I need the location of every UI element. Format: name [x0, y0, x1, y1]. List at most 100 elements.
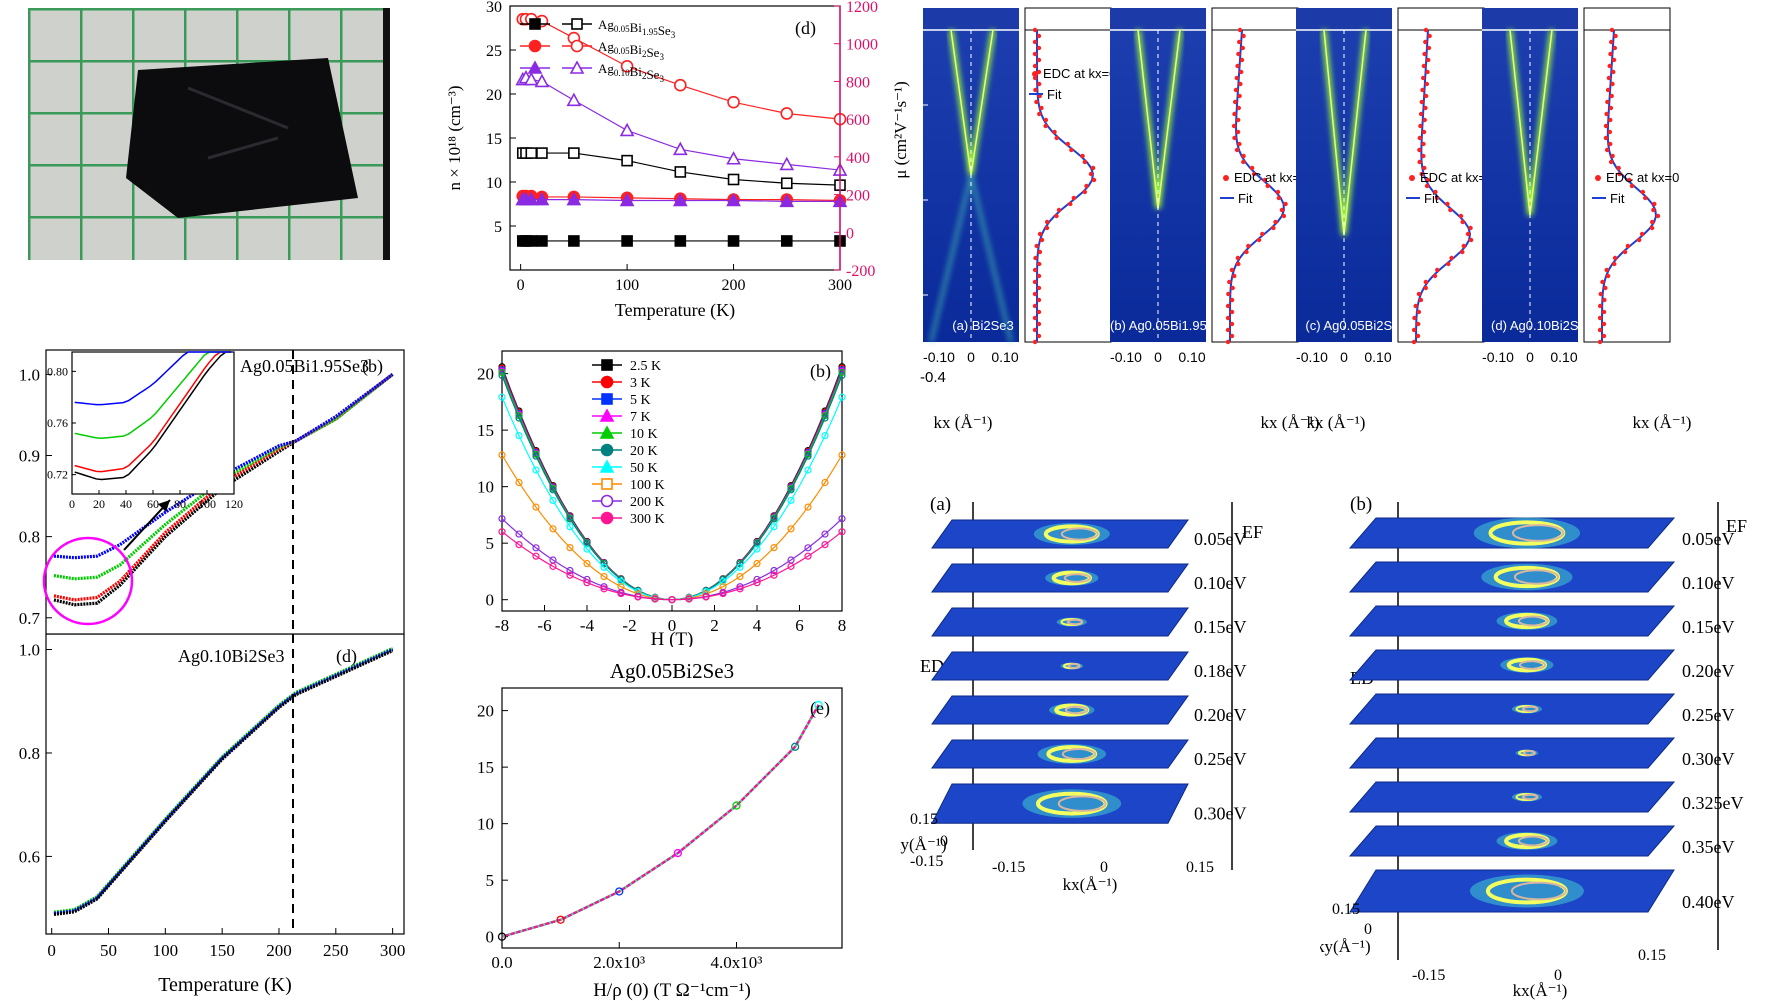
resistivity-curve [53, 649, 394, 916]
kx-tick-label: -0.10 [1482, 349, 1514, 365]
svg-text:0.15: 0.15 [910, 811, 938, 828]
edc-point [1232, 99, 1238, 105]
data-point [566, 571, 574, 579]
data-point [619, 192, 635, 207]
edc-point [1037, 261, 1042, 267]
edc-point [1032, 75, 1038, 81]
edc-point [1251, 171, 1257, 177]
edc-point [1271, 225, 1276, 231]
arpes-panel: (d) Ag0.10Bi2Se3 EDC at kx=0 Fit -0.10 0 0.10… [1482, 7, 1691, 432]
edc-legend-marker [1223, 175, 1229, 181]
edc-point [1605, 87, 1611, 93]
data-point [498, 393, 506, 401]
energy-label: 0.35eV [1682, 837, 1735, 857]
x-tick-label: 100 [153, 941, 179, 960]
edc-point [1421, 63, 1427, 69]
edc-legend-label: EDC at kx=0 [1043, 66, 1116, 81]
edc-point [1256, 237, 1262, 243]
edc-point [1032, 63, 1038, 69]
edc-point [1449, 255, 1454, 261]
edc-point [1032, 27, 1038, 33]
edc-point [1411, 327, 1417, 333]
data-point [620, 60, 634, 73]
edc-point [1082, 159, 1088, 165]
data-point [787, 486, 795, 494]
y-tick-label: 5 [494, 219, 502, 236]
y-tick-label: 1.0 [19, 365, 40, 384]
edc-point [1234, 147, 1240, 153]
edc-point [1617, 171, 1622, 177]
mre-title: Ag0.05Bi2Se3 [610, 659, 734, 683]
y-tick-label: 0 [486, 591, 495, 610]
edc-point [1419, 171, 1424, 177]
edc-point [1423, 27, 1429, 33]
edc-point [1609, 39, 1614, 45]
data-point [804, 544, 812, 552]
x-tick-label: 2 [710, 616, 719, 635]
svg-text:-0.15: -0.15 [1412, 967, 1445, 984]
data-point [532, 503, 540, 511]
x-tick-label: 300 [380, 941, 406, 960]
data-point [525, 147, 538, 159]
edc-point [1420, 75, 1426, 81]
edc-point [1616, 165, 1621, 171]
inset-x-tick: 0 [69, 497, 75, 511]
edc-point [1239, 57, 1245, 63]
data-point [532, 466, 540, 474]
edc-point [1032, 315, 1038, 321]
data-point [804, 452, 812, 460]
edc-point [1279, 207, 1285, 213]
x-tick-label: 50 [100, 941, 117, 960]
data-point [787, 496, 795, 505]
data-point [753, 579, 761, 587]
y-tick-label: 0.6 [19, 847, 40, 866]
inset-curve [74, 351, 232, 473]
scaling-curve [501, 704, 820, 938]
energy-label: 0.25eV [1682, 705, 1735, 725]
x-tick-label: 6 [795, 616, 804, 635]
y-tick-label: 5 [486, 871, 495, 890]
edc-point [1417, 159, 1422, 165]
x-tick-label: 150 [209, 941, 235, 960]
data-point [634, 593, 642, 601]
edc-point [1460, 219, 1465, 225]
energy-label: 0.30eV [1682, 749, 1735, 769]
edc-point [1422, 117, 1427, 123]
data-point [685, 595, 693, 603]
data-point [838, 451, 846, 459]
edc-point [1082, 189, 1088, 195]
y-tick-label: 20 [477, 702, 494, 721]
energy-label: 0.20eV [1682, 661, 1735, 681]
edc-point [1448, 207, 1453, 213]
legend-marker [600, 443, 614, 457]
edc-point [1426, 57, 1431, 63]
edc-point [1608, 141, 1613, 147]
edc-point [1227, 279, 1232, 285]
data-point [600, 572, 608, 581]
data-point [549, 486, 557, 494]
edc-point [1606, 75, 1612, 81]
resd-panel-label: (d) [336, 646, 357, 667]
edc-point [1036, 33, 1042, 39]
edc-point [1652, 201, 1657, 207]
resd-sample-label: Ag0.10Bi2Se3 [178, 646, 285, 666]
magnetoresistance-chart-e: Ag0.05Bi2Se3 0.0 2.0x10³ 4.0x10³ 0 5 10 15 20 (… [440, 648, 880, 1001]
edc-point [1607, 129, 1613, 135]
edc-point [1609, 27, 1615, 33]
edc-point [1033, 87, 1038, 93]
cec-layer: 0.25eV [931, 739, 1247, 769]
data-point [515, 530, 523, 538]
y-tick-label: 20 [486, 87, 502, 104]
data-point [600, 585, 608, 593]
edc-point [1232, 111, 1237, 117]
edc-point [1262, 177, 1267, 183]
kx-tick-label: -0.10 [923, 349, 955, 365]
carrier-panel-label: (d) [795, 18, 816, 39]
inset-x-tick: 60 [147, 497, 159, 511]
y2-tick-label: 1000 [846, 37, 878, 54]
scaling-curve [501, 704, 820, 938]
arpes-panel: (c) Ag0.05Bi2Se3 EDC at kx=0 Fit -0.10 0 0.10… [1296, 7, 1493, 432]
legend-label: 7 K [630, 410, 651, 425]
edc-point [1043, 123, 1048, 129]
carrier-xlabel: Temperature (K) [615, 300, 735, 321]
